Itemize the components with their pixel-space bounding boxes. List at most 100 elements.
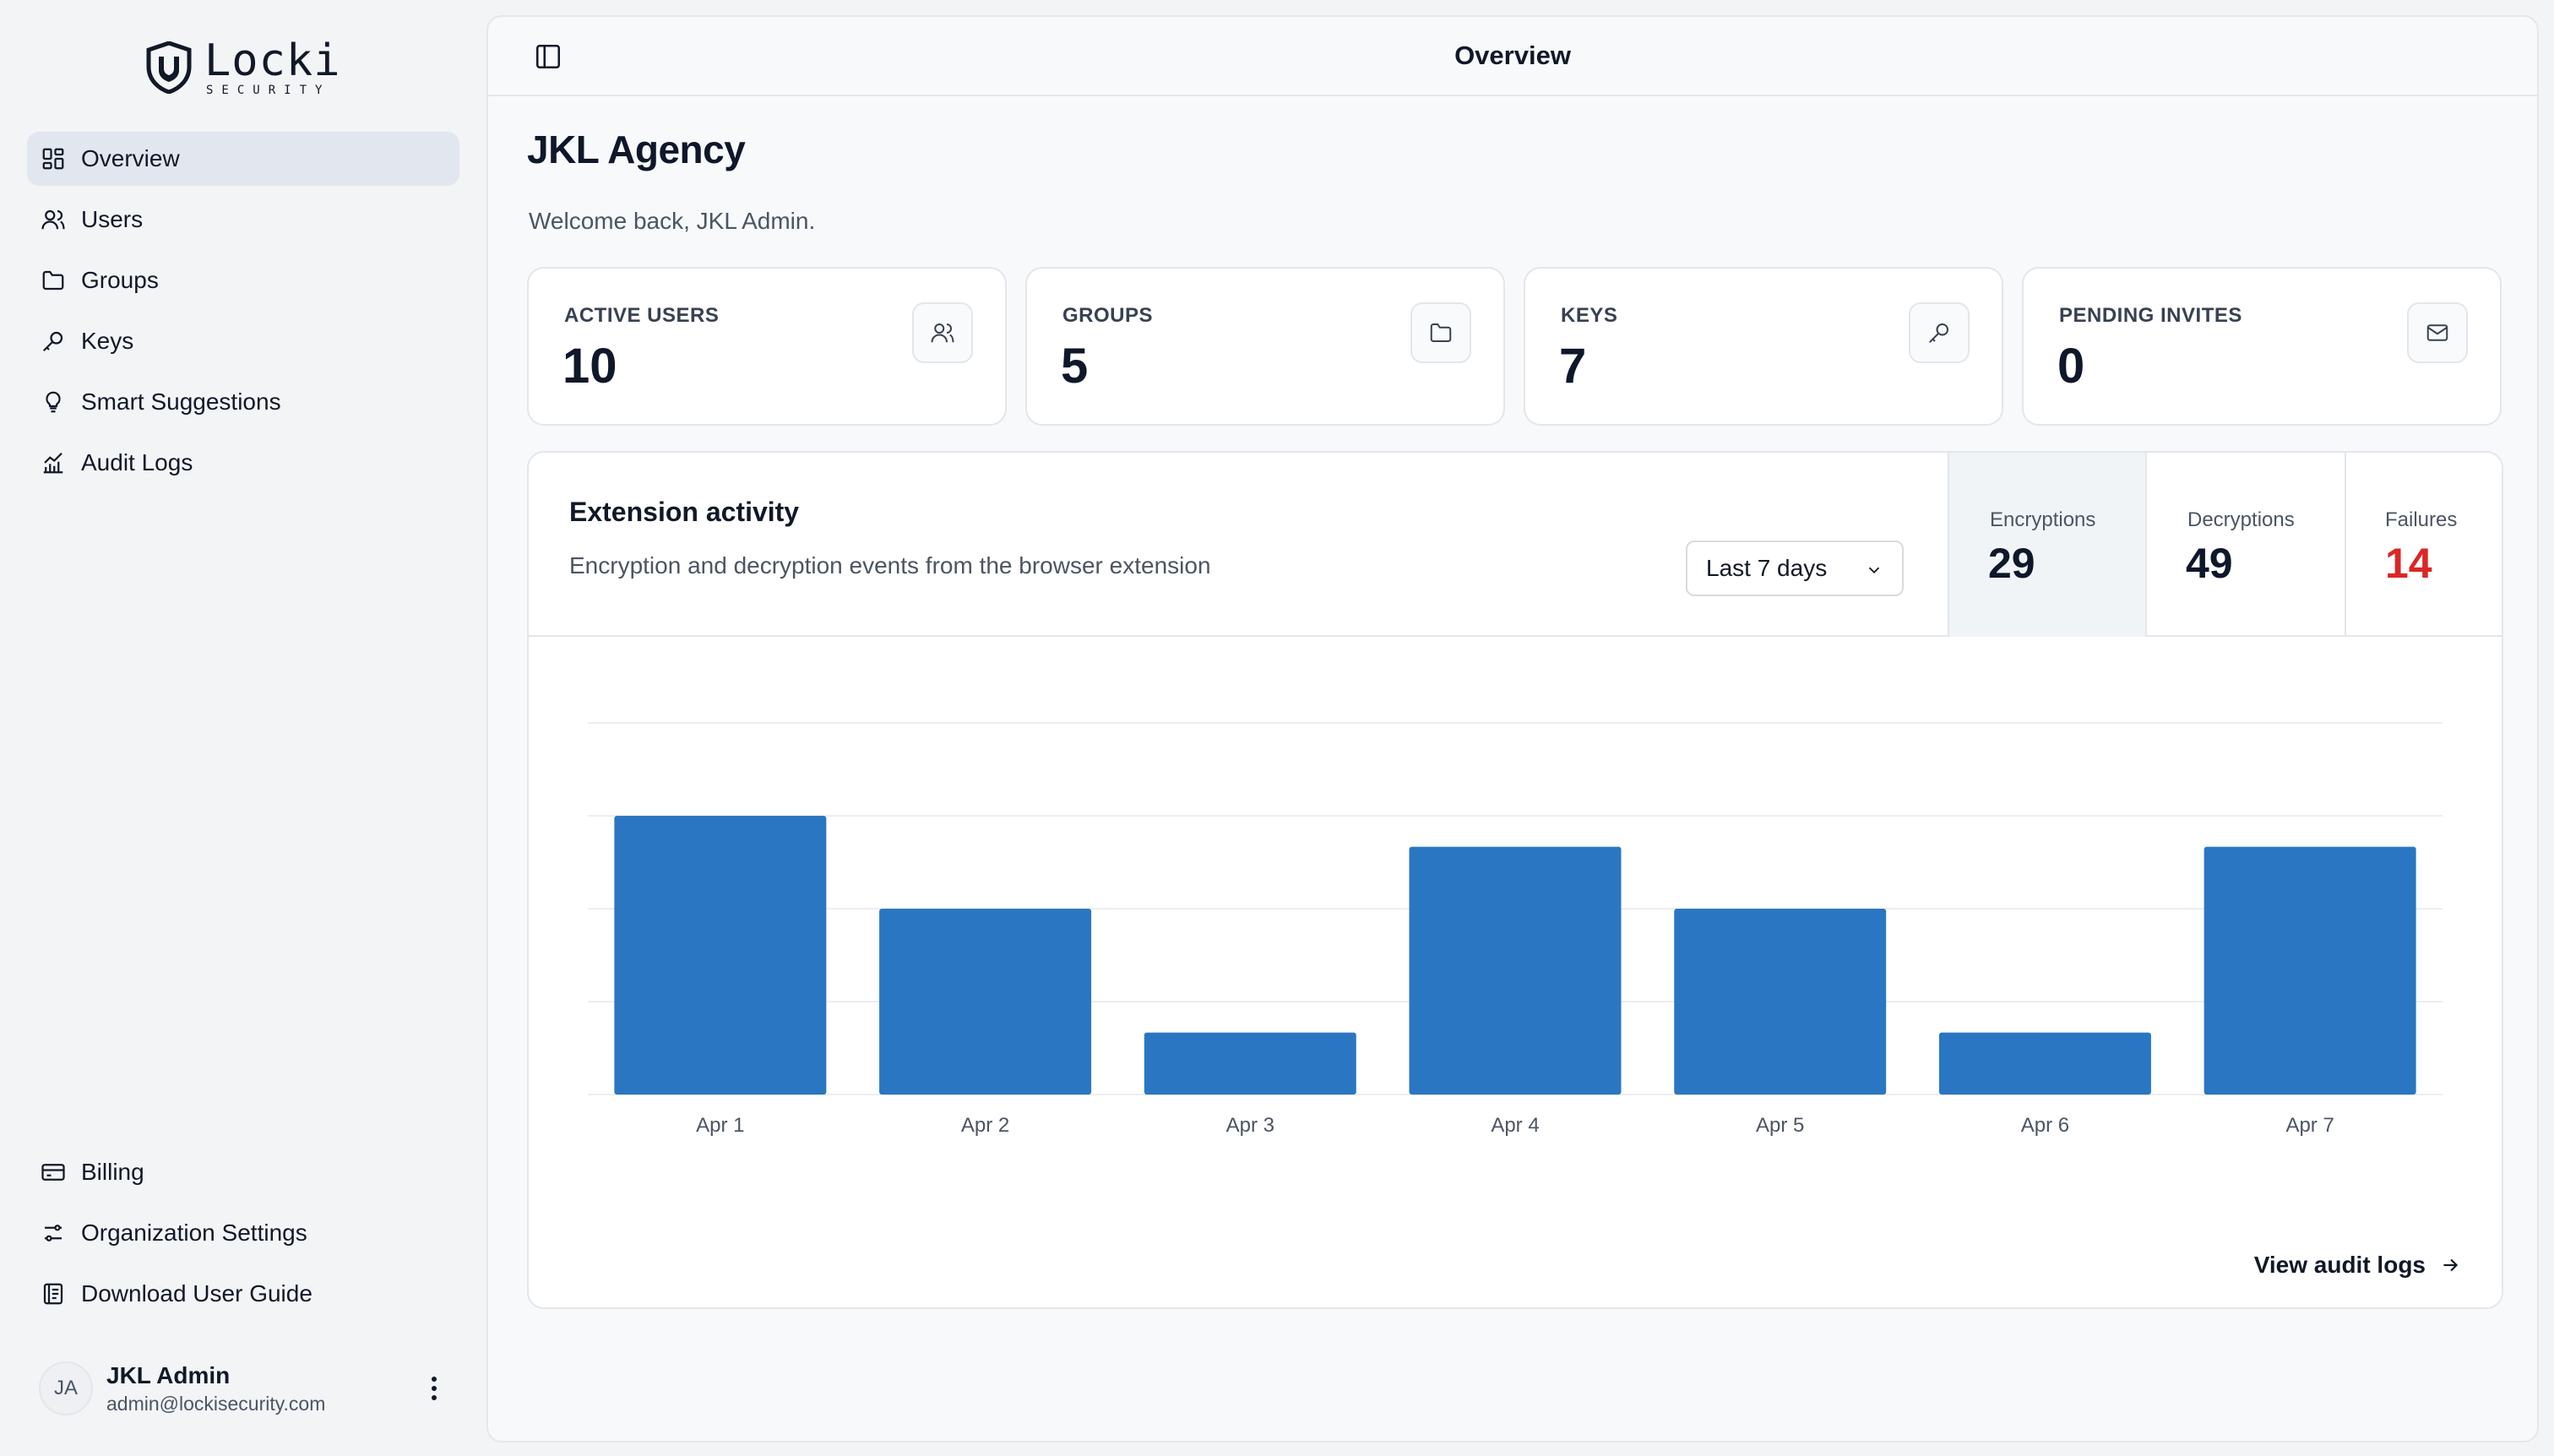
sidebar-item-download-user-guide[interactable]: Download User Guide [27, 1267, 459, 1321]
sidebar-nav: Overview Users Groups Keys Smart Suggest… [27, 132, 459, 497]
user-profile[interactable]: JA JKL Admin admin@lockisecurity.com [39, 1358, 461, 1419]
chart-bar[interactable] [2204, 846, 2416, 1095]
organization-name: JKL Agency [527, 128, 746, 171]
chart-bar[interactable] [1674, 909, 1887, 1095]
folder-icon [1430, 323, 1452, 342]
stat-icon-box [1410, 302, 1471, 363]
chart-x-tick-label: Apr 1 [696, 1114, 744, 1137]
welcome-message: Welcome back, JKL Admin. [529, 208, 816, 234]
stat-value: 5 [1061, 339, 1089, 394]
user-name: JKL Admin [106, 1361, 231, 1388]
brand-logo[interactable]: Locki SECURITY [145, 37, 341, 98]
sidebar-item-smart-suggestions[interactable]: Smart Suggestions [27, 375, 459, 429]
stat-card-pending-invites[interactable]: PENDING INVITES 0 [2022, 267, 2502, 426]
date-range-value: Last 7 days [1706, 555, 1828, 581]
sidebar-toggle-icon[interactable] [534, 42, 562, 71]
chart-icon [43, 452, 63, 474]
sidebar-item-organization-settings[interactable]: Organization Settings [27, 1206, 459, 1260]
metric-label: Encryptions [1990, 508, 2096, 531]
sidebar-item-label: Organization Settings [81, 1220, 307, 1246]
metric-encryptions[interactable]: Encryptions 29 [1948, 453, 2145, 637]
dashboard-icon [42, 148, 64, 170]
stat-label: GROUPS [1062, 304, 1154, 327]
metric-decryptions[interactable]: Decryptions 49 [2145, 453, 2345, 637]
users-icon [931, 323, 954, 343]
sidebar-item-keys[interactable]: Keys [27, 314, 459, 368]
chart-bar[interactable] [1409, 846, 1622, 1095]
stat-icon-box [1909, 302, 1970, 363]
stat-card-groups[interactable]: GROUPS 5 [1025, 267, 1505, 426]
metric-value: 29 [1988, 540, 2035, 587]
chart-x-tick-label: Apr 3 [1226, 1114, 1274, 1137]
user-email: admin@lockisecurity.com [106, 1392, 326, 1415]
sidebar-item-label: Keys [81, 328, 134, 354]
stat-card-keys[interactable]: KEYS 7 [1524, 267, 2003, 426]
stat-icon-box [2407, 302, 2468, 363]
sidebar-item-label: Groups [81, 267, 159, 293]
users-icon [41, 209, 65, 230]
metric-label: Failures [2385, 508, 2458, 531]
mail-icon [2426, 324, 2448, 341]
chart-bar[interactable] [879, 909, 1092, 1095]
chart-x-tick-label: Apr 2 [961, 1114, 1009, 1137]
book-icon [43, 1283, 63, 1305]
sidebar-bottom-nav: Billing Organization Settings Download U… [27, 1145, 459, 1328]
view-audit-logs-label: View audit logs [2253, 1252, 2426, 1278]
sidebar-item-label: Billing [81, 1159, 144, 1185]
credit-card-icon [41, 1164, 65, 1181]
metric-value: 49 [2186, 540, 2233, 587]
stat-label: KEYS [1561, 304, 1618, 327]
sidebar-item-label: Overview [81, 145, 180, 171]
more-options-icon[interactable] [422, 1372, 446, 1405]
chevron-down-icon [1868, 567, 1880, 574]
activity-header: Extension activity Encryption and decryp… [529, 453, 2502, 637]
stat-label: PENDING INVITES [2059, 304, 2242, 327]
date-range-select[interactable]: Last 7 days [1686, 541, 1904, 596]
metric-value: 14 [2385, 540, 2432, 587]
sidebar-item-audit-logs[interactable]: Audit Logs [27, 436, 459, 490]
chart-bar[interactable] [1144, 1032, 1356, 1095]
chart-x-tick-label: Apr 4 [1491, 1114, 1539, 1137]
page-title: Overview [1454, 41, 1571, 70]
sidebar-item-label: Download User Guide [81, 1280, 312, 1307]
shield-logo-icon [146, 41, 192, 94]
chart-bar[interactable] [1938, 1032, 2151, 1095]
activity-description: Encryption and decryption events from th… [569, 552, 1211, 579]
sidebar-item-groups[interactable]: Groups [27, 253, 459, 307]
lightbulb-icon [46, 391, 61, 413]
key-icon [42, 331, 63, 352]
sidebar-item-users[interactable]: Users [27, 193, 459, 247]
key-icon [1929, 323, 1948, 343]
chart-x-tick-label: Apr 7 [2285, 1114, 2334, 1137]
chart-bar[interactable] [614, 816, 827, 1095]
stat-card-active-users[interactable]: ACTIVE USERS 10 [527, 267, 1007, 426]
sidebar-item-label: Smart Suggestions [81, 388, 281, 415]
settings-sliders-icon [45, 1225, 62, 1241]
stat-label: ACTIVE USERS [564, 304, 720, 327]
activity-bar-chart: Apr 1 Apr 2 Apr 3 Apr 4 Apr 5 Apr 6 Apr 7 [588, 722, 2443, 1137]
chart-x-tick-label: Apr 6 [2021, 1114, 2069, 1137]
metric-label: Decryptions [2187, 508, 2295, 531]
extension-activity-card: Extension activity Encryption and decryp… [527, 451, 2503, 1309]
sidebar: Locki SECURITY Overview Users Groups [0, 0, 485, 1456]
main-panel: Overview JKL Agency Welcome back, JKL Ad… [486, 15, 2539, 1442]
stat-value: 7 [1559, 339, 1587, 394]
sidebar-item-billing[interactable]: Billing [27, 1145, 459, 1199]
brand-name: Locki [204, 35, 341, 86]
arrow-right-icon [2443, 1258, 2459, 1272]
activity-title: Extension activity [569, 497, 800, 527]
stat-value: 0 [2057, 339, 2085, 394]
chart-x-tick-label: Apr 5 [1756, 1114, 1804, 1137]
folder-icon [42, 270, 64, 291]
stats-row: ACTIVE USERS 10 GROUPS 5 KEYS 7 [527, 267, 2503, 427]
stat-icon-box [912, 302, 973, 363]
sidebar-item-label: Audit Logs [81, 449, 193, 475]
metric-failures[interactable]: Failures 14 [2345, 453, 2502, 637]
avatar: JA [39, 1361, 93, 1415]
brand-tagline: SECURITY [206, 84, 331, 97]
view-audit-logs-link[interactable]: View audit logs [2254, 1252, 2461, 1279]
top-bar: Overview [488, 17, 2537, 96]
sidebar-item-overview[interactable]: Overview [27, 132, 459, 186]
sidebar-item-label: Users [81, 206, 144, 232]
stat-value: 10 [562, 339, 617, 394]
